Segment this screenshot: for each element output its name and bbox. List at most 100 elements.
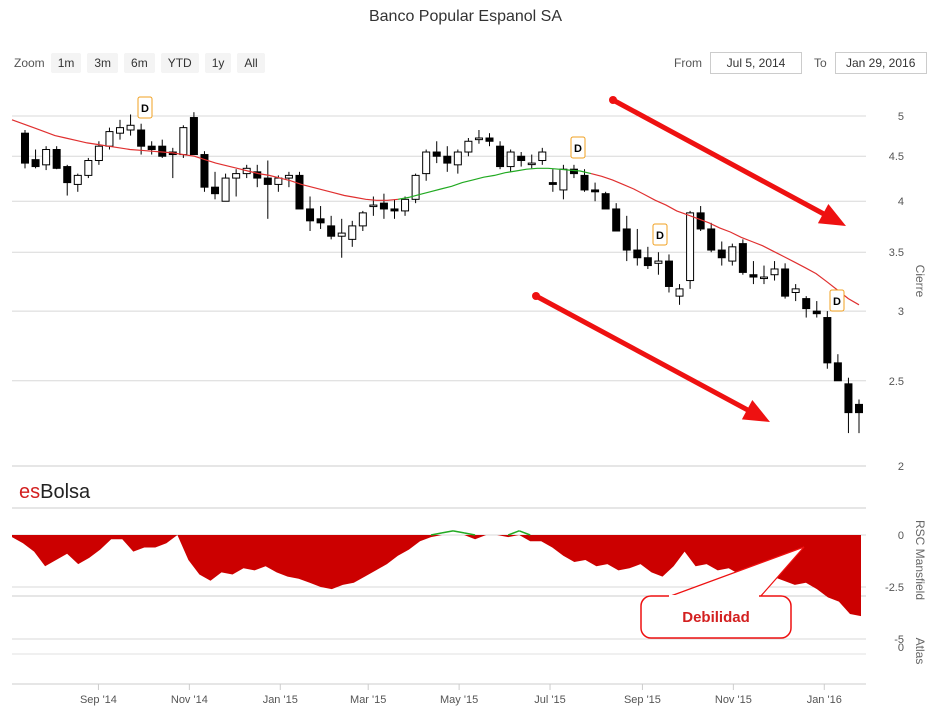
dividend-marker bbox=[137, 96, 153, 119]
candle-up bbox=[358, 212, 367, 227]
rsc-axis-title: RSC Mansfield bbox=[913, 520, 927, 600]
candle-down bbox=[802, 298, 811, 310]
dividend-marker bbox=[829, 289, 845, 312]
candle-down bbox=[432, 151, 441, 157]
dividend-marker-label: D bbox=[656, 230, 664, 242]
candle-down bbox=[612, 208, 621, 232]
candle-down bbox=[390, 208, 399, 212]
candle-up bbox=[42, 149, 51, 166]
candle-down bbox=[295, 174, 304, 210]
candle-up bbox=[369, 204, 378, 208]
candle-down bbox=[485, 137, 494, 142]
x-tick-label: Sep '14 bbox=[80, 694, 117, 706]
candle-up bbox=[274, 177, 283, 185]
price-tick-label: 4 bbox=[898, 196, 904, 208]
candle-up bbox=[126, 124, 135, 131]
candle-down bbox=[263, 177, 272, 185]
x-tick-label: Jan '15 bbox=[263, 694, 298, 706]
candle-down bbox=[52, 149, 61, 169]
candle-down bbox=[664, 260, 673, 287]
zoom-label: Zoom bbox=[14, 56, 45, 70]
candle-down bbox=[21, 132, 29, 164]
rsc-positive-line bbox=[430, 532, 443, 536]
candle-up bbox=[116, 127, 125, 134]
candle-up bbox=[105, 131, 114, 147]
candle-up bbox=[686, 212, 695, 282]
candle-down bbox=[443, 155, 452, 164]
rsc-positive-line bbox=[518, 530, 531, 536]
trend-arrow-upper bbox=[610, 97, 826, 217]
zoom-1y-button[interactable]: 1y bbox=[204, 53, 232, 73]
trend-arrow-upper-tail bbox=[609, 96, 617, 104]
candle-down bbox=[633, 249, 642, 259]
atlas-tick-label: 0 bbox=[898, 642, 904, 654]
price-tick-label: 5 bbox=[898, 111, 904, 123]
candle-up bbox=[337, 232, 346, 237]
x-tick-label: Mar '15 bbox=[350, 694, 386, 706]
candle-up bbox=[728, 246, 737, 262]
candle-up bbox=[179, 127, 188, 156]
candle-down bbox=[31, 159, 40, 168]
watermark-logo: esBolsa bbox=[19, 481, 91, 503]
price-tick-label: 2.5 bbox=[889, 376, 904, 388]
rsc-tick-label: -5 bbox=[894, 634, 904, 646]
candle-up bbox=[474, 137, 483, 141]
candle-up bbox=[675, 288, 684, 297]
price-tick-label: 3 bbox=[898, 306, 904, 318]
candle-up bbox=[559, 168, 568, 191]
candle-up bbox=[453, 151, 462, 166]
candle-down bbox=[591, 189, 600, 193]
moving-average-line bbox=[590, 173, 860, 306]
candle-up bbox=[94, 145, 103, 162]
zoom-6m-button[interactable]: 6m bbox=[124, 53, 155, 73]
candle-down bbox=[496, 145, 505, 168]
candle-down bbox=[844, 383, 853, 414]
candle-up bbox=[232, 173, 241, 179]
dividend-marker bbox=[652, 223, 668, 246]
candle-down bbox=[738, 243, 747, 273]
candle-down bbox=[137, 129, 146, 147]
x-tick-label: Nov '15 bbox=[715, 694, 752, 706]
candle-down bbox=[749, 274, 758, 278]
rsc-positive-line bbox=[463, 532, 476, 536]
zoom-all-button[interactable]: All bbox=[237, 53, 265, 73]
price-tick-label: 2 bbox=[898, 461, 904, 473]
candle-down bbox=[601, 193, 610, 210]
to-date-input[interactable]: Jan 29, 2016 bbox=[834, 52, 927, 74]
candle-down bbox=[253, 171, 262, 179]
rsc-tick-label: 0 bbox=[898, 530, 904, 542]
trend-arrow-lower-tail bbox=[532, 292, 540, 300]
candle-down bbox=[717, 249, 726, 259]
dividend-marker-label: D bbox=[833, 296, 841, 308]
candle-down bbox=[306, 208, 315, 222]
range-selector: From Jul 5, 2014 To Jan 29, 2016 bbox=[674, 52, 927, 74]
candle-up bbox=[654, 260, 663, 264]
candle-down bbox=[643, 257, 652, 267]
candle-up bbox=[84, 160, 93, 176]
trend-arrow-lower-head bbox=[741, 399, 770, 422]
to-label: To bbox=[814, 56, 827, 70]
trend-arrow-upper-head bbox=[817, 203, 846, 226]
candle-down bbox=[833, 362, 842, 382]
price-tick-label: 3.5 bbox=[889, 247, 904, 259]
candle-down bbox=[812, 310, 821, 315]
candle-down bbox=[379, 202, 388, 210]
rsc-positive-line bbox=[507, 530, 520, 536]
candle-down bbox=[823, 317, 832, 364]
candle-down bbox=[707, 228, 716, 251]
zoom-3m-button[interactable]: 3m bbox=[87, 53, 119, 73]
dividend-marker-label: D bbox=[574, 143, 582, 155]
x-tick-label: Sep '15 bbox=[624, 694, 661, 706]
candle-down bbox=[781, 268, 790, 297]
chart-title: Banco Popular Espanol SA bbox=[368, 8, 562, 25]
from-label: From bbox=[674, 56, 702, 70]
candle-down bbox=[189, 117, 198, 156]
zoom-ytd-button[interactable]: YTD bbox=[160, 53, 199, 73]
candle-down bbox=[622, 228, 631, 251]
candle-up bbox=[770, 268, 779, 276]
from-date-input[interactable]: Jul 5, 2014 bbox=[710, 52, 802, 74]
candle-up bbox=[348, 225, 357, 240]
zoom-1m-button[interactable]: 1m bbox=[50, 53, 82, 73]
x-tick-label: Nov '14 bbox=[171, 694, 208, 706]
